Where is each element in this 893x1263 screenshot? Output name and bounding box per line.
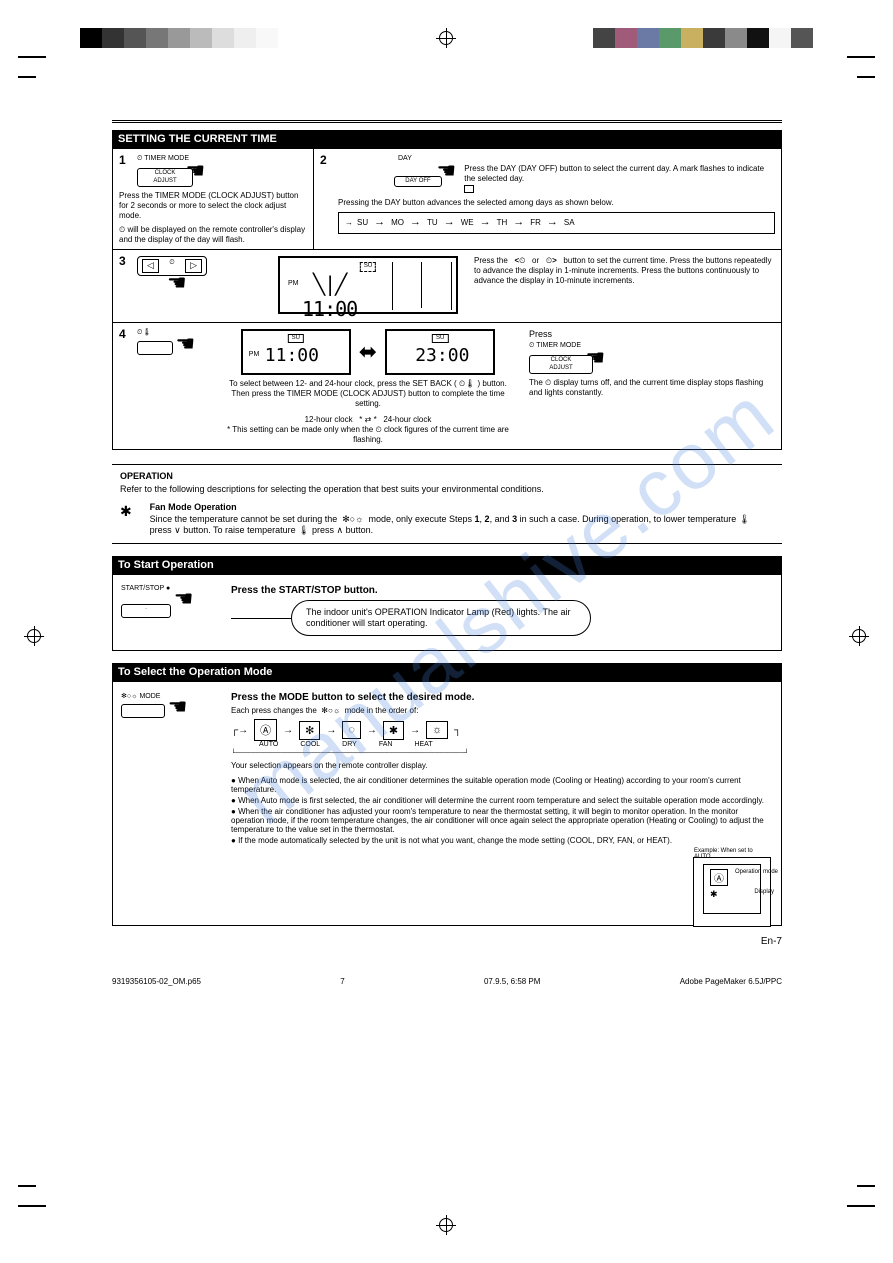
- start-stop-button[interactable]: ·: [121, 604, 171, 618]
- registration-mark-left: [24, 626, 44, 646]
- section-heading-time: SETTING THE CURRENT TIME: [112, 130, 782, 148]
- crop-bottom-right: [847, 1185, 875, 1207]
- slug-line: 9319356105-02_OM.p65 7 07.9.5, 6:58 PM A…: [112, 977, 782, 986]
- step-number: 4: [119, 327, 126, 342]
- fan-note: Since the temperature cannot be set duri…: [150, 514, 774, 537]
- timer-mode-label: TIMER MODE: [536, 342, 581, 349]
- hand-icon: ☚: [176, 333, 196, 355]
- crop-bottom-left: [18, 1185, 46, 1207]
- press-label: Press: [529, 329, 775, 340]
- step-number: 2: [320, 153, 327, 168]
- day-button[interactable]: DAY OFF: [394, 176, 442, 188]
- step2-seq-intro: Pressing the DAY button advances the sel…: [338, 198, 775, 208]
- operation-text: Refer to the following descriptions for …: [120, 484, 774, 496]
- hand-icon: ☚: [437, 160, 457, 182]
- hand-icon: ☚: [174, 588, 194, 610]
- top-rule: [112, 120, 782, 124]
- page-body: SETTING THE CURRENT TIME 1 ⏲ TIMER MODE …: [112, 120, 782, 986]
- step1-text-a: Press the TIMER MODE (CLOCK ADJUST) butt…: [119, 191, 307, 221]
- colorbar-left: [80, 28, 278, 48]
- registration-mark-bottom: [436, 1215, 456, 1235]
- step4-finish-note: The ⏲ display turns off, and the current…: [529, 378, 775, 398]
- lcd-display: SU PM ╲|╱11:00: [278, 256, 458, 314]
- colorbar-right: [593, 28, 813, 48]
- section-heading-start: To Start Operation: [112, 556, 782, 574]
- registration-mark-right: [849, 626, 869, 646]
- row-step-4: 4 ⏲🌡 ☚ SU PM 11:00 ⬌ SU 23:00 To sel: [112, 323, 782, 450]
- mode-sequence: ┌→ Ⓐ→ ✻→ ◌→ ✱→ ☼ ┐: [231, 719, 773, 741]
- mode-note: Your selection appears on the remote con…: [231, 761, 773, 770]
- row-step-3: 3 ◁ ⏲ ▷ ☚ SU PM ╲|╱11:00 Press the <⏲ or…: [112, 250, 782, 322]
- mode-note5: ● If the mode automatically selected by …: [231, 836, 773, 845]
- step1-text-b: ⏲ will be displayed on the remote contro…: [119, 225, 307, 245]
- operation-section: OPERATION Refer to the following descrip…: [112, 464, 782, 544]
- start-box: START/STOP ● · ☚ Press the START/STOP bu…: [112, 574, 782, 652]
- lcd-12h: SU PM 11:00: [241, 329, 351, 375]
- registration-mark-top: [436, 28, 456, 48]
- mode-names: AUTOCOOLDRYFANHEAT: [259, 741, 773, 748]
- hand-icon: ☚: [586, 347, 606, 369]
- step-number: 1: [119, 153, 126, 168]
- mode-note3: ● When Auto mode is first selected, the …: [231, 796, 773, 805]
- day-sequence: → SU→ MO→ TU→ WE→ TH→ FR→ SA: [338, 212, 775, 234]
- auto-example: Example: When set to AUTO Ⓐ Operation mo…: [693, 857, 771, 927]
- hand-icon: ☚: [167, 272, 187, 294]
- step-number: 3: [119, 254, 126, 269]
- mode-button[interactable]: [121, 704, 165, 718]
- mode-note4: ● When the air conditioner has adjusted …: [231, 807, 773, 834]
- step4-text: To select between 12- and 24-hour clock,…: [219, 379, 517, 409]
- row-step-1-2: 1 ⏲ TIMER MODE CLOCK ADJUST ☚ Press the …: [112, 148, 782, 250]
- double-arrow-icon: ⬌: [359, 341, 377, 363]
- fan-icon: ✱: [120, 502, 134, 537]
- clock-conv-note: 12-hour clock * ⇄ * 24-hour clock* This …: [219, 415, 517, 445]
- timer-mode-label: ⏲ TIMER MODE: [137, 155, 307, 164]
- fan-note-title: Fan Mode Operation: [150, 502, 774, 514]
- mode-box: ✻○☼ MODE ☚ Press the MODE button to sele…: [112, 681, 782, 926]
- operation-title: OPERATION: [120, 471, 774, 483]
- setback-button[interactable]: [137, 341, 173, 355]
- section-heading-mode: To Select the Operation Mode: [112, 663, 782, 681]
- hand-icon: ☚: [186, 160, 206, 182]
- mode-label: MODE: [139, 693, 160, 700]
- lcd-24h: SU 23:00: [385, 329, 495, 375]
- page-number: En-7: [112, 936, 782, 947]
- mode-note2: ● When Auto mode is selected, the air co…: [231, 776, 773, 794]
- timer-mode-button[interactable]: CLOCK ADJUST: [529, 355, 593, 374]
- mode-text: Press the MODE button to select the desi…: [231, 692, 773, 703]
- hand-icon: ☚: [168, 696, 188, 718]
- start-text: Press the START/STOP button.: [231, 585, 773, 596]
- step3-text: Press the <⏲ or ⏲> button to set the cur…: [474, 256, 775, 286]
- start-result: The indoor unit's OPERATION Indicator La…: [291, 600, 591, 637]
- step2-text: Press the DAY (DAY OFF) button to select…: [464, 164, 764, 183]
- crop-top-left: [18, 56, 46, 78]
- crop-top-right: [847, 56, 875, 78]
